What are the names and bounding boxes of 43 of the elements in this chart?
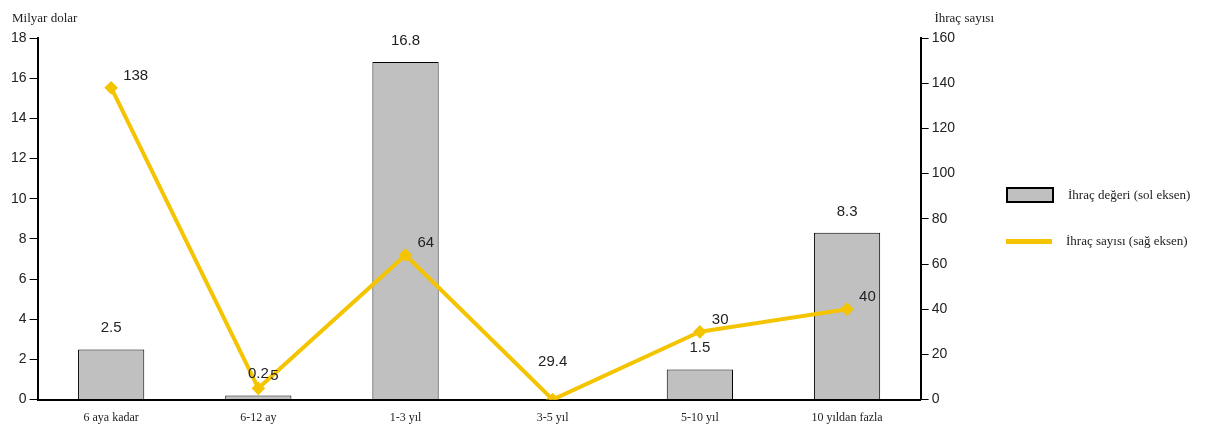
y-tick-label: 16 [10, 69, 27, 86]
point [841, 303, 854, 316]
y2-tick-label: 140 [931, 74, 956, 91]
y-tick-label: 10 [10, 189, 27, 206]
y2-tick-label: 160 [931, 28, 956, 45]
y-tick-label: 6 [18, 269, 27, 286]
data-label: 30 [711, 309, 729, 327]
y2-tick-label: 100 [931, 164, 956, 181]
x-tick-label: 1-3 yıl [389, 409, 423, 424]
point [252, 382, 265, 395]
data-label: 8.3 [836, 201, 858, 219]
y-tick-label: 4 [18, 310, 27, 327]
y2-tick-label: 80 [931, 209, 948, 226]
data-label: 1.5 [689, 338, 711, 356]
legend-label: İhraç değeri (sol eksen) [1068, 187, 1191, 203]
y-tick-label: 0 [18, 390, 27, 407]
point [105, 81, 118, 94]
data-label: 16.8 [390, 30, 421, 48]
y-axis-title: Milyar dolar [12, 9, 79, 25]
y2-tick-label: 120 [931, 119, 956, 136]
y-tick-label: 12 [10, 149, 27, 166]
legend-label: İhraç sayısı (sağ eksen) [1066, 233, 1188, 249]
y2-axis-title: İhraç sayısı [934, 9, 995, 25]
y2-tick-label: 40 [931, 300, 948, 317]
x-tick-label: 5-10 yıl [681, 409, 720, 424]
y-tick-label: 14 [10, 109, 27, 126]
point [693, 325, 706, 338]
y-tick-label: 18 [10, 28, 27, 45]
x-tick-label: 10 yıldan fazla [811, 409, 884, 424]
annotation: 29.4 [538, 352, 568, 370]
point [399, 248, 412, 261]
y-tick-label: 2 [18, 350, 27, 367]
data-label: 2.5 [100, 318, 122, 336]
x-tick-label: 3-5 yıl [536, 409, 570, 424]
x-tick-label: 6 aya kadar [83, 409, 139, 424]
y2-tick-label: 0 [931, 390, 940, 407]
x-tick-label: 6-12 ay [240, 409, 277, 424]
data-label: 64 [417, 233, 435, 251]
y2-tick-label: 60 [931, 254, 948, 271]
data-label: 40 [859, 287, 876, 305]
y2-tick-label: 20 [931, 345, 948, 362]
data-label: 138 [123, 65, 149, 83]
y-tick-label: 8 [18, 229, 27, 246]
